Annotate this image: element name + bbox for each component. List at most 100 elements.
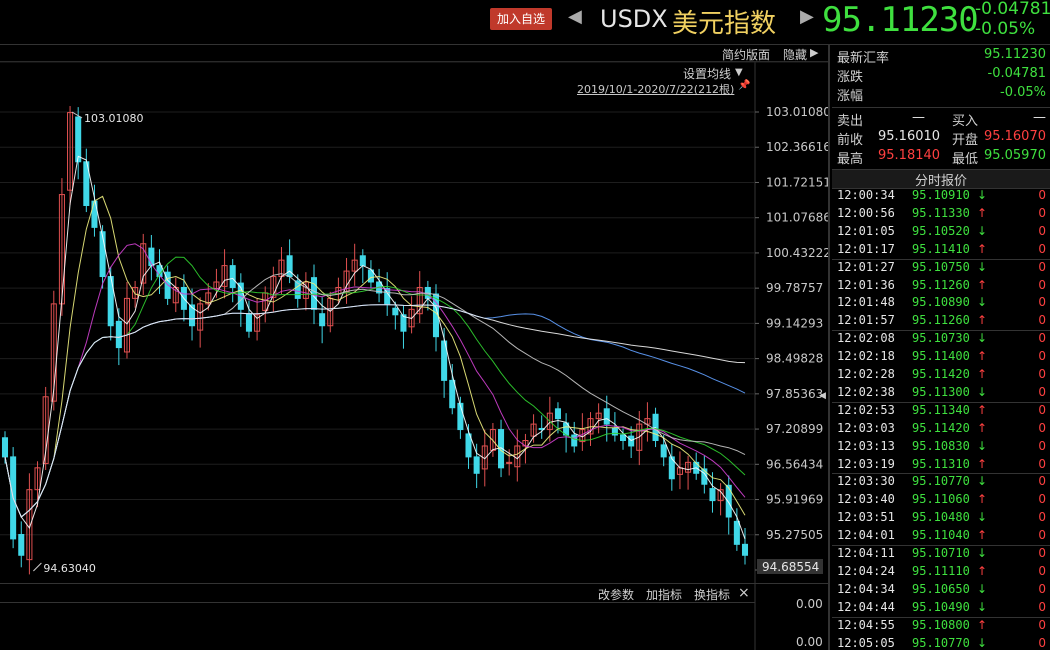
- arrow-up-icon: ↑: [977, 456, 988, 471]
- change-params-button[interactable]: 改参数: [598, 588, 635, 602]
- candle-down: [741, 543, 749, 556]
- tick-row: 12:01:05 95.10520 ↓ 0: [832, 224, 1050, 242]
- pin-icon[interactable]: 📌: [738, 80, 751, 91]
- close-indicator-button[interactable]: ×: [738, 585, 750, 601]
- tick-row: 12:02:53 95.11340 ↑ 0: [832, 403, 1050, 421]
- tick-time: 12:03:30: [837, 474, 895, 489]
- tick-price: 95.11110: [912, 563, 970, 578]
- lower-axis-tick-2: 0.00: [796, 635, 823, 649]
- tick-volume: 0: [1038, 438, 1046, 453]
- tick-row: 12:04:34 95.10650 ↓ 0: [832, 582, 1050, 600]
- tick-row: 12:02:38 95.11300 ↓ 0: [832, 385, 1050, 403]
- arrow-up-icon: ↑: [977, 492, 988, 507]
- arrow-up-icon: ↑: [977, 349, 988, 364]
- candle-up: [34, 467, 41, 491]
- candle-down: [400, 314, 407, 332]
- add-indicator-button[interactable]: 加指标: [646, 588, 683, 602]
- arrow-down-icon: ↓: [977, 581, 988, 596]
- collapse-arrow-icon[interactable]: ◀: [819, 391, 826, 401]
- candle-up: [636, 423, 643, 451]
- candle-down: [554, 408, 561, 420]
- arrow-down-icon: ↓: [977, 295, 988, 310]
- tick-time: 12:01:05: [837, 223, 895, 238]
- tick-volume: 0: [1038, 563, 1046, 578]
- tick-row: 12:01:48 95.10890 ↓ 0: [832, 295, 1050, 313]
- tick-price: 95.11260: [912, 277, 970, 292]
- quote-row-high-low: 最高 95.18140 最低 95.05970: [837, 148, 1046, 167]
- arrow-down-icon: ↓: [977, 438, 988, 453]
- candle-down: [473, 456, 480, 474]
- ma250-line: [4, 304, 746, 518]
- low-marker-label: 94.63040: [43, 562, 95, 575]
- arrow-down-icon: ↓: [977, 510, 988, 525]
- tick-time: 12:03:40: [837, 492, 895, 507]
- add-to-watchlist-button[interactable]: 加入自选: [490, 8, 552, 30]
- set-ma-button[interactable]: 设置均线: [683, 67, 732, 81]
- date-range-label[interactable]: 2019/10/1-2020/7/22(212根): [577, 83, 735, 96]
- candle-down: [319, 313, 326, 327]
- price-change-pct: -0.05%: [975, 19, 1036, 39]
- prev-symbol-icon[interactable]: ◀: [568, 6, 582, 27]
- tick-volume: 0: [1038, 367, 1046, 381]
- high-marker-label: 103.01080: [84, 112, 144, 125]
- arrow-up-icon: ↑: [977, 367, 988, 381]
- tick-price: 95.10800: [912, 617, 970, 632]
- y-tick-label: 95.91969: [766, 493, 823, 507]
- tick-volume: 0: [1038, 420, 1046, 435]
- y-tick-label: 97.20899: [766, 422, 823, 436]
- panel-splitter[interactable]: [828, 45, 830, 650]
- next-symbol-icon[interactable]: ▶: [800, 6, 814, 27]
- indicator-toolbar-divider: [0, 602, 755, 603]
- set-ma-arrow-icon[interactable]: ▼: [735, 67, 743, 78]
- tick-time: 12:04:34: [837, 581, 895, 596]
- tick-price: 95.10480: [912, 510, 970, 525]
- y-tick-label: 96.56434: [766, 457, 823, 471]
- switch-indicator-button[interactable]: 换指标: [694, 588, 731, 602]
- tick-volume: 0: [1038, 313, 1046, 328]
- candle-down: [294, 280, 301, 299]
- candle-up: [270, 276, 277, 298]
- candle-up: [416, 286, 423, 315]
- tick-row: 12:03:19 95.11310 ↑ 0: [832, 457, 1050, 475]
- ma30-line: [4, 256, 746, 518]
- tick-list[interactable]: 12:00:34 95.10910 ↓ 0 12:00:56 95.11330 ↑ 0 12:0…: [832, 188, 1050, 650]
- tick-row: 12:03:30 95.10770 ↓ 0: [832, 474, 1050, 492]
- candle-down: [392, 307, 399, 316]
- tick-separator: [832, 330, 1050, 332]
- arrow-up-icon: ↑: [977, 420, 988, 435]
- tick-price: 95.11400: [912, 349, 970, 364]
- arrow-up-icon: ↑: [977, 617, 988, 632]
- tick-row: 12:01:36 95.11260 ↑ 0: [832, 278, 1050, 296]
- candle-up: [50, 303, 57, 402]
- quote-row-pct: 涨幅 -0.05%: [837, 85, 1046, 104]
- tick-row: 12:05:05 95.10770 ↓ 0: [832, 636, 1050, 650]
- hide-button[interactable]: 隐藏: [783, 48, 808, 62]
- candle-up: [685, 461, 692, 473]
- tick-price: 95.11260: [912, 313, 970, 328]
- tick-row: 12:04:11 95.10710 ↓ 0: [832, 546, 1050, 564]
- low-marker-line: [33, 562, 42, 572]
- tick-volume: 0: [1038, 331, 1046, 346]
- tick-price: 95.10490: [912, 599, 970, 614]
- tick-price: 95.11060: [912, 492, 970, 507]
- simple-layout-button[interactable]: 简约版面: [722, 48, 771, 62]
- candle-down: [75, 116, 82, 163]
- candle-down: [725, 484, 732, 518]
- tick-row: 12:04:44 95.10490 ↓ 0: [832, 600, 1050, 618]
- tick-time: 12:03:51: [837, 510, 895, 525]
- tick-price: 95.10770: [912, 635, 970, 650]
- arrow-down-icon: ↓: [977, 474, 988, 489]
- candle-up: [595, 412, 602, 420]
- tick-time: 12:03:13: [837, 438, 895, 453]
- tick-volume: 0: [1038, 528, 1046, 543]
- tick-row: 12:03:03 95.11420 ↑ 0: [832, 421, 1050, 439]
- ma60-line: [4, 273, 746, 518]
- tick-row: 12:01:57 95.11260 ↑ 0: [832, 313, 1050, 331]
- tick-volume: 0: [1038, 277, 1046, 292]
- candle-down: [603, 408, 610, 425]
- y-tick-label: 101.07686: [766, 211, 828, 225]
- tick-time: 12:01:57: [837, 313, 895, 328]
- arrow-down-icon: ↓: [977, 188, 988, 202]
- hide-arrow-icon[interactable]: ▶: [810, 46, 819, 59]
- tick-row: 12:01:27 95.10750 ↓ 0: [832, 260, 1050, 278]
